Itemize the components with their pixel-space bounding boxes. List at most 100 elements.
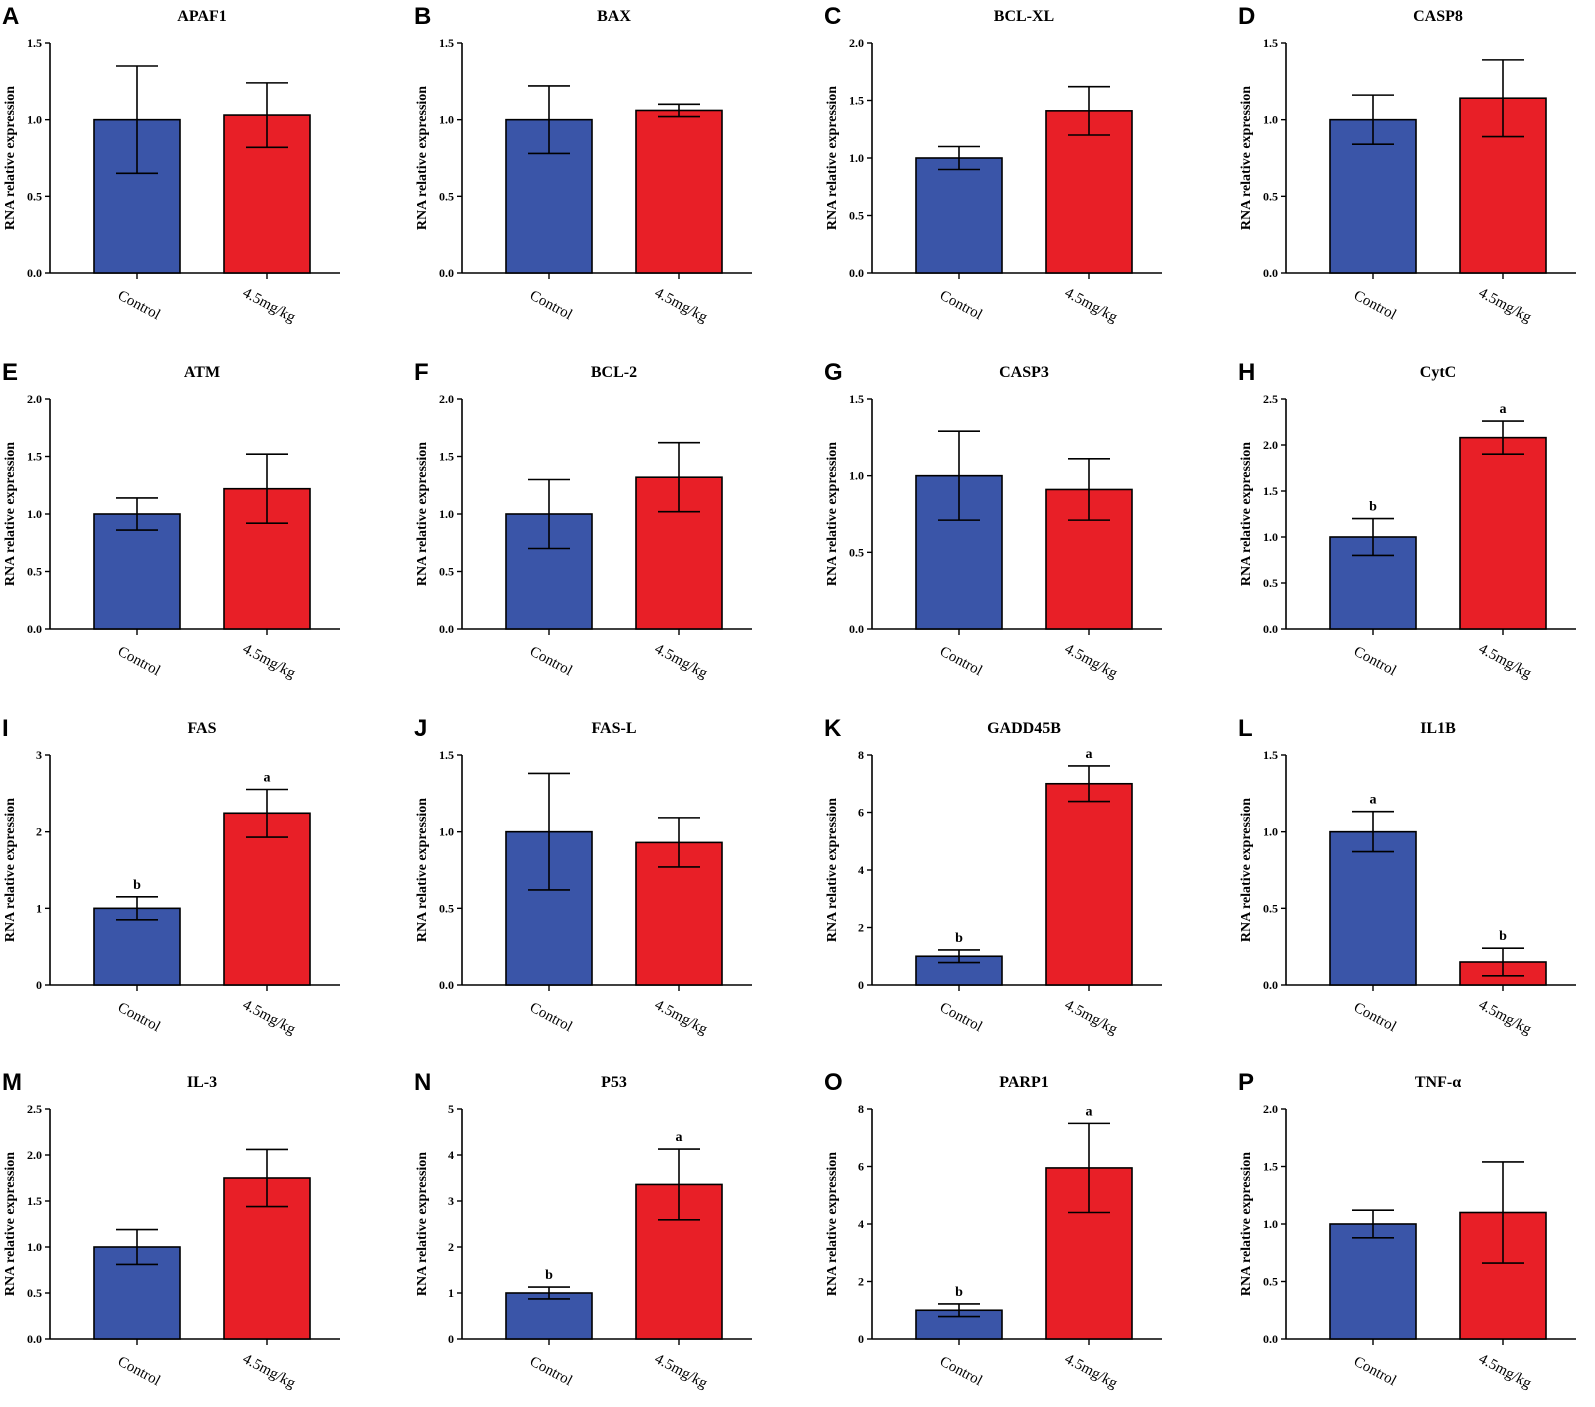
y-tick-label: 0.5 xyxy=(27,565,42,579)
y-tick-label: 2 xyxy=(448,1240,454,1254)
y-tick-label: 4 xyxy=(448,1148,454,1162)
bar-control xyxy=(915,157,1003,274)
y-axis-label: RNA relative expression xyxy=(825,1152,840,1296)
panel-p: P TNF-α RNA relative expression 0.0 0.5 1.0 1.… xyxy=(1238,1069,1576,1392)
x-tick-label: Control xyxy=(937,288,985,324)
x-tick-label: Control xyxy=(115,644,163,680)
panel-m: M IL-3 RNA relative expression 0.0 0.5 1.0 1.5… xyxy=(2,1069,340,1392)
x-tick-label: Control xyxy=(937,1000,985,1036)
panel-letter: P xyxy=(1238,1069,1254,1096)
panel-title: FAS xyxy=(187,720,216,737)
y-tick-label: 1.5 xyxy=(849,392,864,406)
y-axis-label: RNA relative expression xyxy=(1239,86,1254,230)
bar-treated xyxy=(223,812,311,986)
y-tick-label: 0.5 xyxy=(439,565,454,579)
y-tick-label: 0.0 xyxy=(1263,978,1278,992)
bar-control xyxy=(1329,1223,1417,1340)
bar-control xyxy=(93,513,181,630)
x-tick-label: Control xyxy=(115,288,163,324)
panel-n: N P53 RNA relative expression 0 1 2 3 4 5 b Contro… xyxy=(414,1069,752,1392)
x-tick-label: 4.5mg/kg xyxy=(1062,641,1120,682)
bar-control xyxy=(505,1292,593,1340)
panel-title: FAS-L xyxy=(591,720,636,737)
bar-treated xyxy=(1045,782,1133,986)
significance-label: a xyxy=(1500,402,1507,417)
y-tick-label: 2.0 xyxy=(1263,1102,1278,1116)
x-tick-label: 4.5mg/kg xyxy=(1476,285,1534,326)
y-tick-label: 0.5 xyxy=(1263,189,1278,203)
panel-letter: B xyxy=(414,3,431,30)
panel-title: BAX xyxy=(597,8,631,25)
panel-title: GADD45B xyxy=(987,720,1061,737)
y-tick-label: 3 xyxy=(36,748,42,762)
panel-title: BCL-XL xyxy=(994,8,1054,25)
significance-label: b xyxy=(955,1285,963,1300)
y-axis-label: RNA relative expression xyxy=(415,86,430,230)
x-tick-label: 4.5mg/kg xyxy=(1476,641,1534,682)
significance-label: b xyxy=(133,878,141,893)
panel-i: I FAS RNA relative expression 0 1 2 3 b Control a… xyxy=(2,715,340,1038)
bar-control xyxy=(1329,830,1417,986)
panel-title: P53 xyxy=(601,1074,627,1091)
y-tick-label: 0.0 xyxy=(439,978,454,992)
significance-label: b xyxy=(1499,929,1507,944)
y-tick-label: 1.5 xyxy=(1263,36,1278,50)
y-tick-label: 1.5 xyxy=(27,1194,42,1208)
y-tick-label: 2.0 xyxy=(27,1148,42,1162)
panel-letter: J xyxy=(414,715,427,742)
y-tick-label: 1.0 xyxy=(1263,530,1278,544)
x-tick-label: 4.5mg/kg xyxy=(240,997,298,1038)
y-tick-label: 2.0 xyxy=(1263,438,1278,452)
panel-l: L IL1B RNA relative expression 0.0 0.5 1.0 1.5… xyxy=(1238,715,1576,1038)
panel-letter: O xyxy=(824,1069,843,1096)
y-tick-label: 6 xyxy=(858,806,864,820)
panel-g: G CASP3 RNA relative expression 0.0 0.5 1.0 1.… xyxy=(824,359,1162,682)
x-tick-label: Control xyxy=(1351,1000,1399,1036)
panel-letter: N xyxy=(414,1069,431,1096)
x-tick-label: Control xyxy=(937,644,985,680)
x-tick-label: Control xyxy=(1351,288,1399,324)
panel-letter: A xyxy=(2,3,19,30)
y-tick-label: 2.5 xyxy=(27,1102,42,1116)
x-tick-label: Control xyxy=(527,1000,575,1036)
y-axis-label: RNA relative expression xyxy=(825,86,840,230)
panel-letter: L xyxy=(1238,715,1253,742)
panel-k: K GADD45B RNA relative expression 0 2 4 6 8 b Con… xyxy=(824,715,1162,1038)
significance-label: a xyxy=(1086,747,1093,762)
panel-letter: D xyxy=(1238,3,1255,30)
y-tick-label: 0.0 xyxy=(439,622,454,636)
y-axis-label: RNA relative expression xyxy=(3,86,18,230)
y-tick-label: 2 xyxy=(858,921,864,935)
x-tick-label: Control xyxy=(1351,644,1399,680)
x-tick-label: Control xyxy=(115,1354,163,1390)
x-tick-label: Control xyxy=(527,1354,575,1390)
y-tick-label: 0.5 xyxy=(27,189,42,203)
y-tick-label: 3 xyxy=(448,1194,454,1208)
panel-letter: H xyxy=(1238,359,1255,386)
y-tick-label: 2.5 xyxy=(1263,392,1278,406)
y-tick-label: 1.0 xyxy=(439,825,454,839)
x-tick-label: Control xyxy=(115,1000,163,1036)
y-tick-label: 1.5 xyxy=(1263,1160,1278,1174)
y-tick-label: 4 xyxy=(858,863,864,877)
y-tick-label: 0.5 xyxy=(849,545,864,559)
significance-label: a xyxy=(1086,1104,1093,1119)
y-axis-label: RNA relative expression xyxy=(1239,1152,1254,1296)
bar-treated xyxy=(635,109,723,274)
y-tick-label: 1.0 xyxy=(1263,1217,1278,1231)
panel-letter: C xyxy=(824,3,841,30)
y-tick-label: 2 xyxy=(36,825,42,839)
y-tick-label: 2.0 xyxy=(439,392,454,406)
x-tick-label: 4.5mg/kg xyxy=(652,641,710,682)
y-axis-label: RNA relative expression xyxy=(3,1152,18,1296)
panel-title: PARP1 xyxy=(999,1074,1048,1091)
y-axis-label: RNA relative expression xyxy=(415,798,430,942)
y-tick-label: 0.5 xyxy=(439,189,454,203)
y-tick-label: 8 xyxy=(858,1102,864,1116)
y-tick-label: 1.0 xyxy=(27,1240,42,1254)
y-axis-label: RNA relative expression xyxy=(415,442,430,586)
y-axis-label: RNA relative expression xyxy=(825,442,840,586)
y-tick-label: 2 xyxy=(858,1275,864,1289)
x-tick-label: 4.5mg/kg xyxy=(240,641,298,682)
